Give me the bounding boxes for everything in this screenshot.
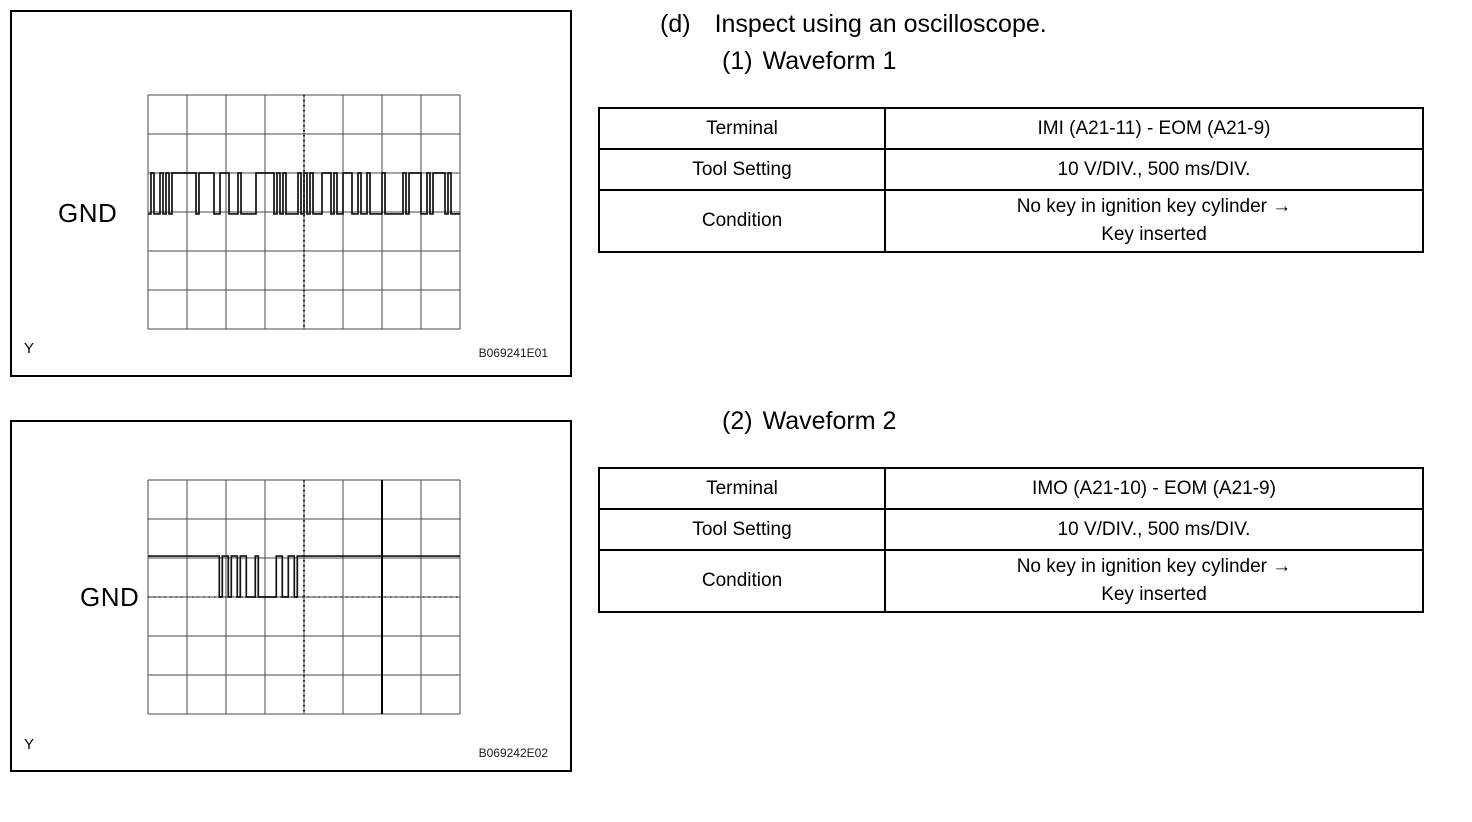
waveform-2-figure: GND Y B069242E02	[10, 420, 572, 772]
terminal-value: IMI (A21-11) - EOM (A21-9)	[884, 107, 1424, 150]
figure-ref-code: B069241E01	[478, 346, 548, 360]
figure-ref-code: B069242E02	[478, 746, 548, 760]
row-header-tool-setting: Tool Setting	[598, 508, 886, 551]
table-row: Tool Setting 10 V/DIV., 500 ms/DIV.	[598, 508, 1424, 551]
row-header-condition: Condition	[598, 189, 886, 253]
tool-setting-value: 10 V/DIV., 500 ms/DIV.	[884, 508, 1424, 551]
condition-value: No key in ignition key cylinder → Key in…	[884, 549, 1424, 613]
waveform-trace	[148, 555, 460, 598]
section-heading: (d) Inspect using an oscilloscope.	[660, 10, 1047, 39]
gnd-label: GND	[58, 198, 118, 228]
table-row: Terminal IMO (A21-10) - EOM (A21-9)	[598, 467, 1424, 510]
scope-svg	[147, 94, 461, 330]
waveform-2-spec-table: Terminal IMO (A21-10) - EOM (A21-9) Tool…	[598, 467, 1424, 613]
condition-line-1: No key in ignition key cylinder →	[1016, 556, 1292, 578]
table-row: Tool Setting 10 V/DIV., 500 ms/DIV.	[598, 148, 1424, 191]
condition-line-1: No key in ignition key cylinder →	[1016, 196, 1292, 218]
waveform-trace	[148, 172, 460, 215]
condition-value: No key in ignition key cylinder → Key in…	[884, 189, 1424, 253]
condition-line-2: Key inserted	[1101, 224, 1207, 245]
subheading-label: Waveform 1	[762, 47, 897, 75]
subheading-label: Waveform 2	[762, 407, 897, 435]
terminal-value: IMO (A21-10) - EOM (A21-9)	[884, 467, 1424, 510]
subheading-marker: (2)	[722, 407, 753, 435]
waveform-1-spec-table: Terminal IMI (A21-11) - EOM (A21-9) Tool…	[598, 107, 1424, 253]
y-axis-label: Y	[24, 340, 35, 357]
oscilloscope-grid	[147, 479, 461, 715]
tool-setting-value: 10 V/DIV., 500 ms/DIV.	[884, 148, 1424, 191]
table-row: Condition No key in ignition key cylinde…	[598, 549, 1424, 613]
row-header-terminal: Terminal	[598, 467, 886, 510]
y-axis-label: Y	[24, 736, 35, 753]
waveform-1-subheading: (1) Waveform 1	[722, 47, 896, 76]
subheading-marker: (1)	[722, 47, 753, 75]
section-marker: (d)	[660, 10, 691, 38]
table-row: Terminal IMI (A21-11) - EOM (A21-9)	[598, 107, 1424, 150]
scope-svg	[147, 479, 461, 715]
oscilloscope-grid	[147, 94, 461, 330]
condition-line-2: Key inserted	[1101, 584, 1207, 605]
row-header-condition: Condition	[598, 549, 886, 613]
table-row: Condition No key in ignition key cylinde…	[598, 189, 1424, 253]
waveform-1-figure: GND Y B069241E01	[10, 10, 572, 377]
row-header-terminal: Terminal	[598, 107, 886, 150]
section-title: Inspect using an oscilloscope.	[714, 10, 1047, 38]
waveform-2-subheading: (2) Waveform 2	[722, 407, 896, 436]
gnd-label: GND	[80, 582, 140, 612]
row-header-tool-setting: Tool Setting	[598, 148, 886, 191]
